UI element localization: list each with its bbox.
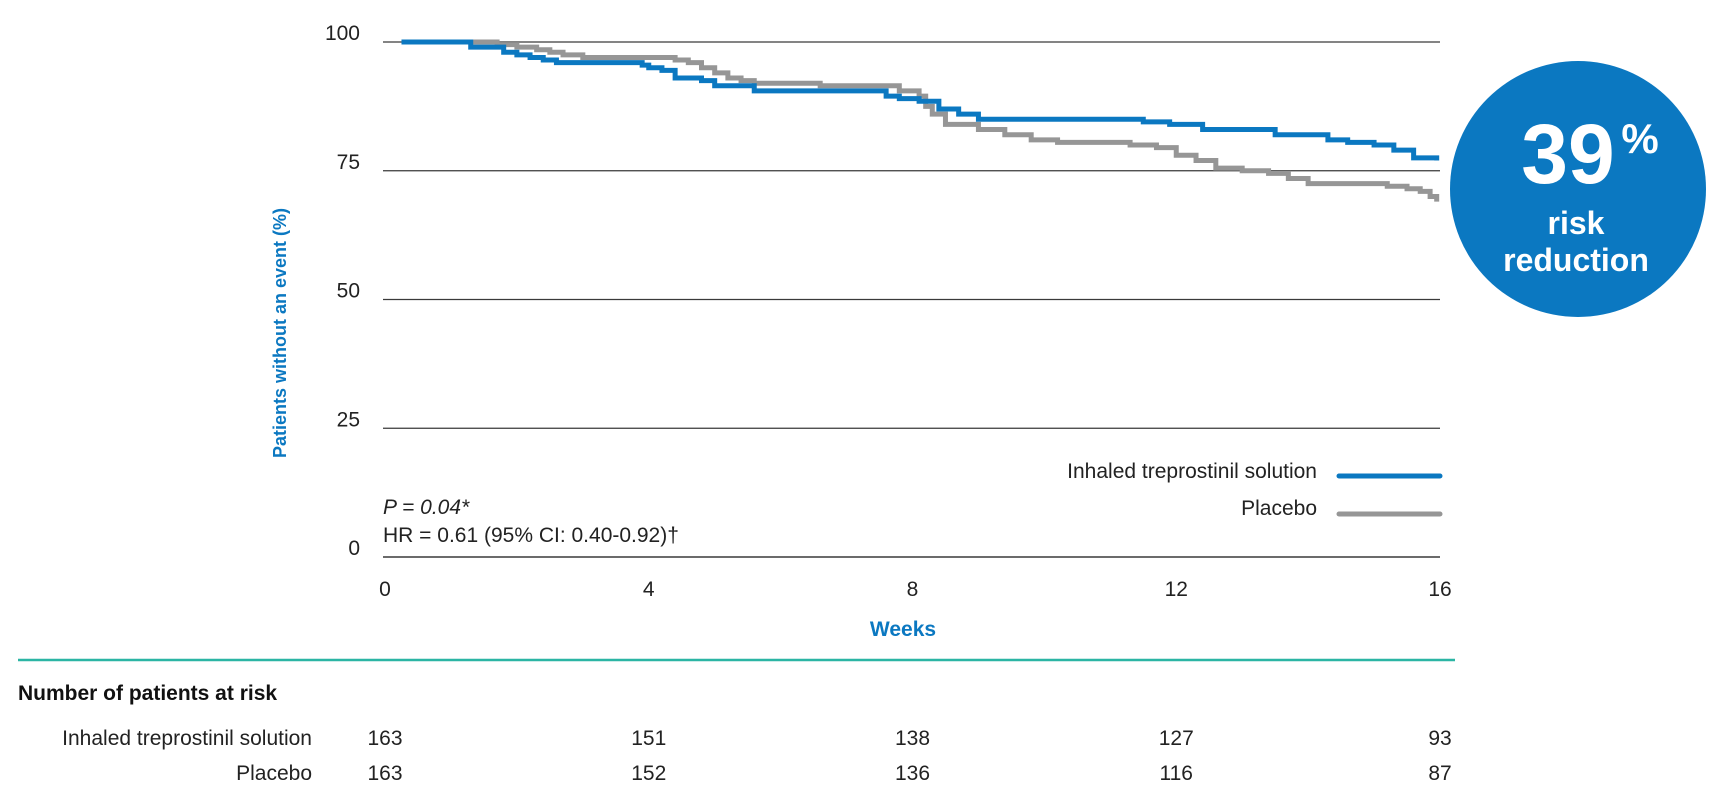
risk-value-treatment-16: 93 bbox=[1428, 727, 1451, 750]
risk-value-placebo-0: 163 bbox=[367, 762, 402, 785]
series-line-placebo bbox=[401, 39, 1440, 202]
risk-value-placebo-12: 116 bbox=[1160, 762, 1193, 785]
risk-value-treatment-8: 138 bbox=[895, 727, 930, 750]
badge-value: 39 bbox=[1521, 107, 1614, 201]
risk-value-treatment-4: 151 bbox=[631, 727, 666, 750]
y-tick-label-75: 75 bbox=[337, 151, 360, 174]
x-tick-label-4: 4 bbox=[643, 578, 655, 601]
y-tick-label-50: 50 bbox=[337, 280, 360, 303]
risk-table: Number of patients at risk Inhaled trepr… bbox=[18, 682, 1452, 785]
badge-line2: reduction bbox=[1503, 242, 1649, 278]
risk-value-treatment-12: 127 bbox=[1159, 727, 1194, 750]
series-line-treatment bbox=[401, 39, 1440, 161]
x-tick-label-8: 8 bbox=[907, 578, 919, 601]
risk-value-placebo-8: 136 bbox=[895, 762, 930, 785]
x-axis-label: Weeks bbox=[870, 618, 936, 641]
y-tick-label-100: 100 bbox=[325, 22, 360, 45]
y-tick-label-0: 0 bbox=[348, 537, 360, 560]
x-tick-label-0: 0 bbox=[379, 578, 391, 601]
series-lines bbox=[401, 39, 1440, 202]
y-axis-label: Patients without an event (%) bbox=[270, 208, 290, 458]
legend-label-placebo: Placebo bbox=[1241, 497, 1317, 520]
y-axis-ticks: 0 25 50 75 100 bbox=[325, 22, 360, 560]
risk-value-placebo-16: 87 bbox=[1428, 762, 1451, 785]
risk-value-treatment-0: 163 bbox=[367, 727, 402, 750]
x-axis-ticks: 0 4 8 12 16 bbox=[379, 578, 1452, 601]
x-tick-label-12: 12 bbox=[1165, 578, 1188, 601]
y-tick-label-25: 25 bbox=[337, 408, 360, 431]
hazard-ratio-annotation: HR = 0.61 (95% CI: 0.40-0.92)† bbox=[383, 524, 679, 547]
risk-row-label-treatment: Inhaled treprostinil solution bbox=[62, 727, 312, 750]
legend: Inhaled treprostinil solution Placebo bbox=[1067, 460, 1443, 520]
risk-row-label-placebo: Placebo bbox=[236, 762, 312, 785]
x-tick-label-16: 16 bbox=[1428, 578, 1451, 601]
badge-unit: % bbox=[1621, 115, 1658, 162]
risk-table-title: Number of patients at risk bbox=[18, 682, 277, 705]
badge-circle bbox=[1450, 61, 1706, 317]
risk-reduction-badge: 39 % risk reduction bbox=[1450, 61, 1706, 317]
risk-table-values: 163 151 138 127 93 163 152 136 116 87 bbox=[367, 727, 1451, 785]
badge-line1: risk bbox=[1548, 205, 1605, 241]
risk-value-placebo-4: 152 bbox=[631, 762, 666, 785]
legend-label-treatment: Inhaled treprostinil solution bbox=[1067, 460, 1317, 483]
p-value-annotation: P = 0.04* bbox=[383, 496, 470, 519]
